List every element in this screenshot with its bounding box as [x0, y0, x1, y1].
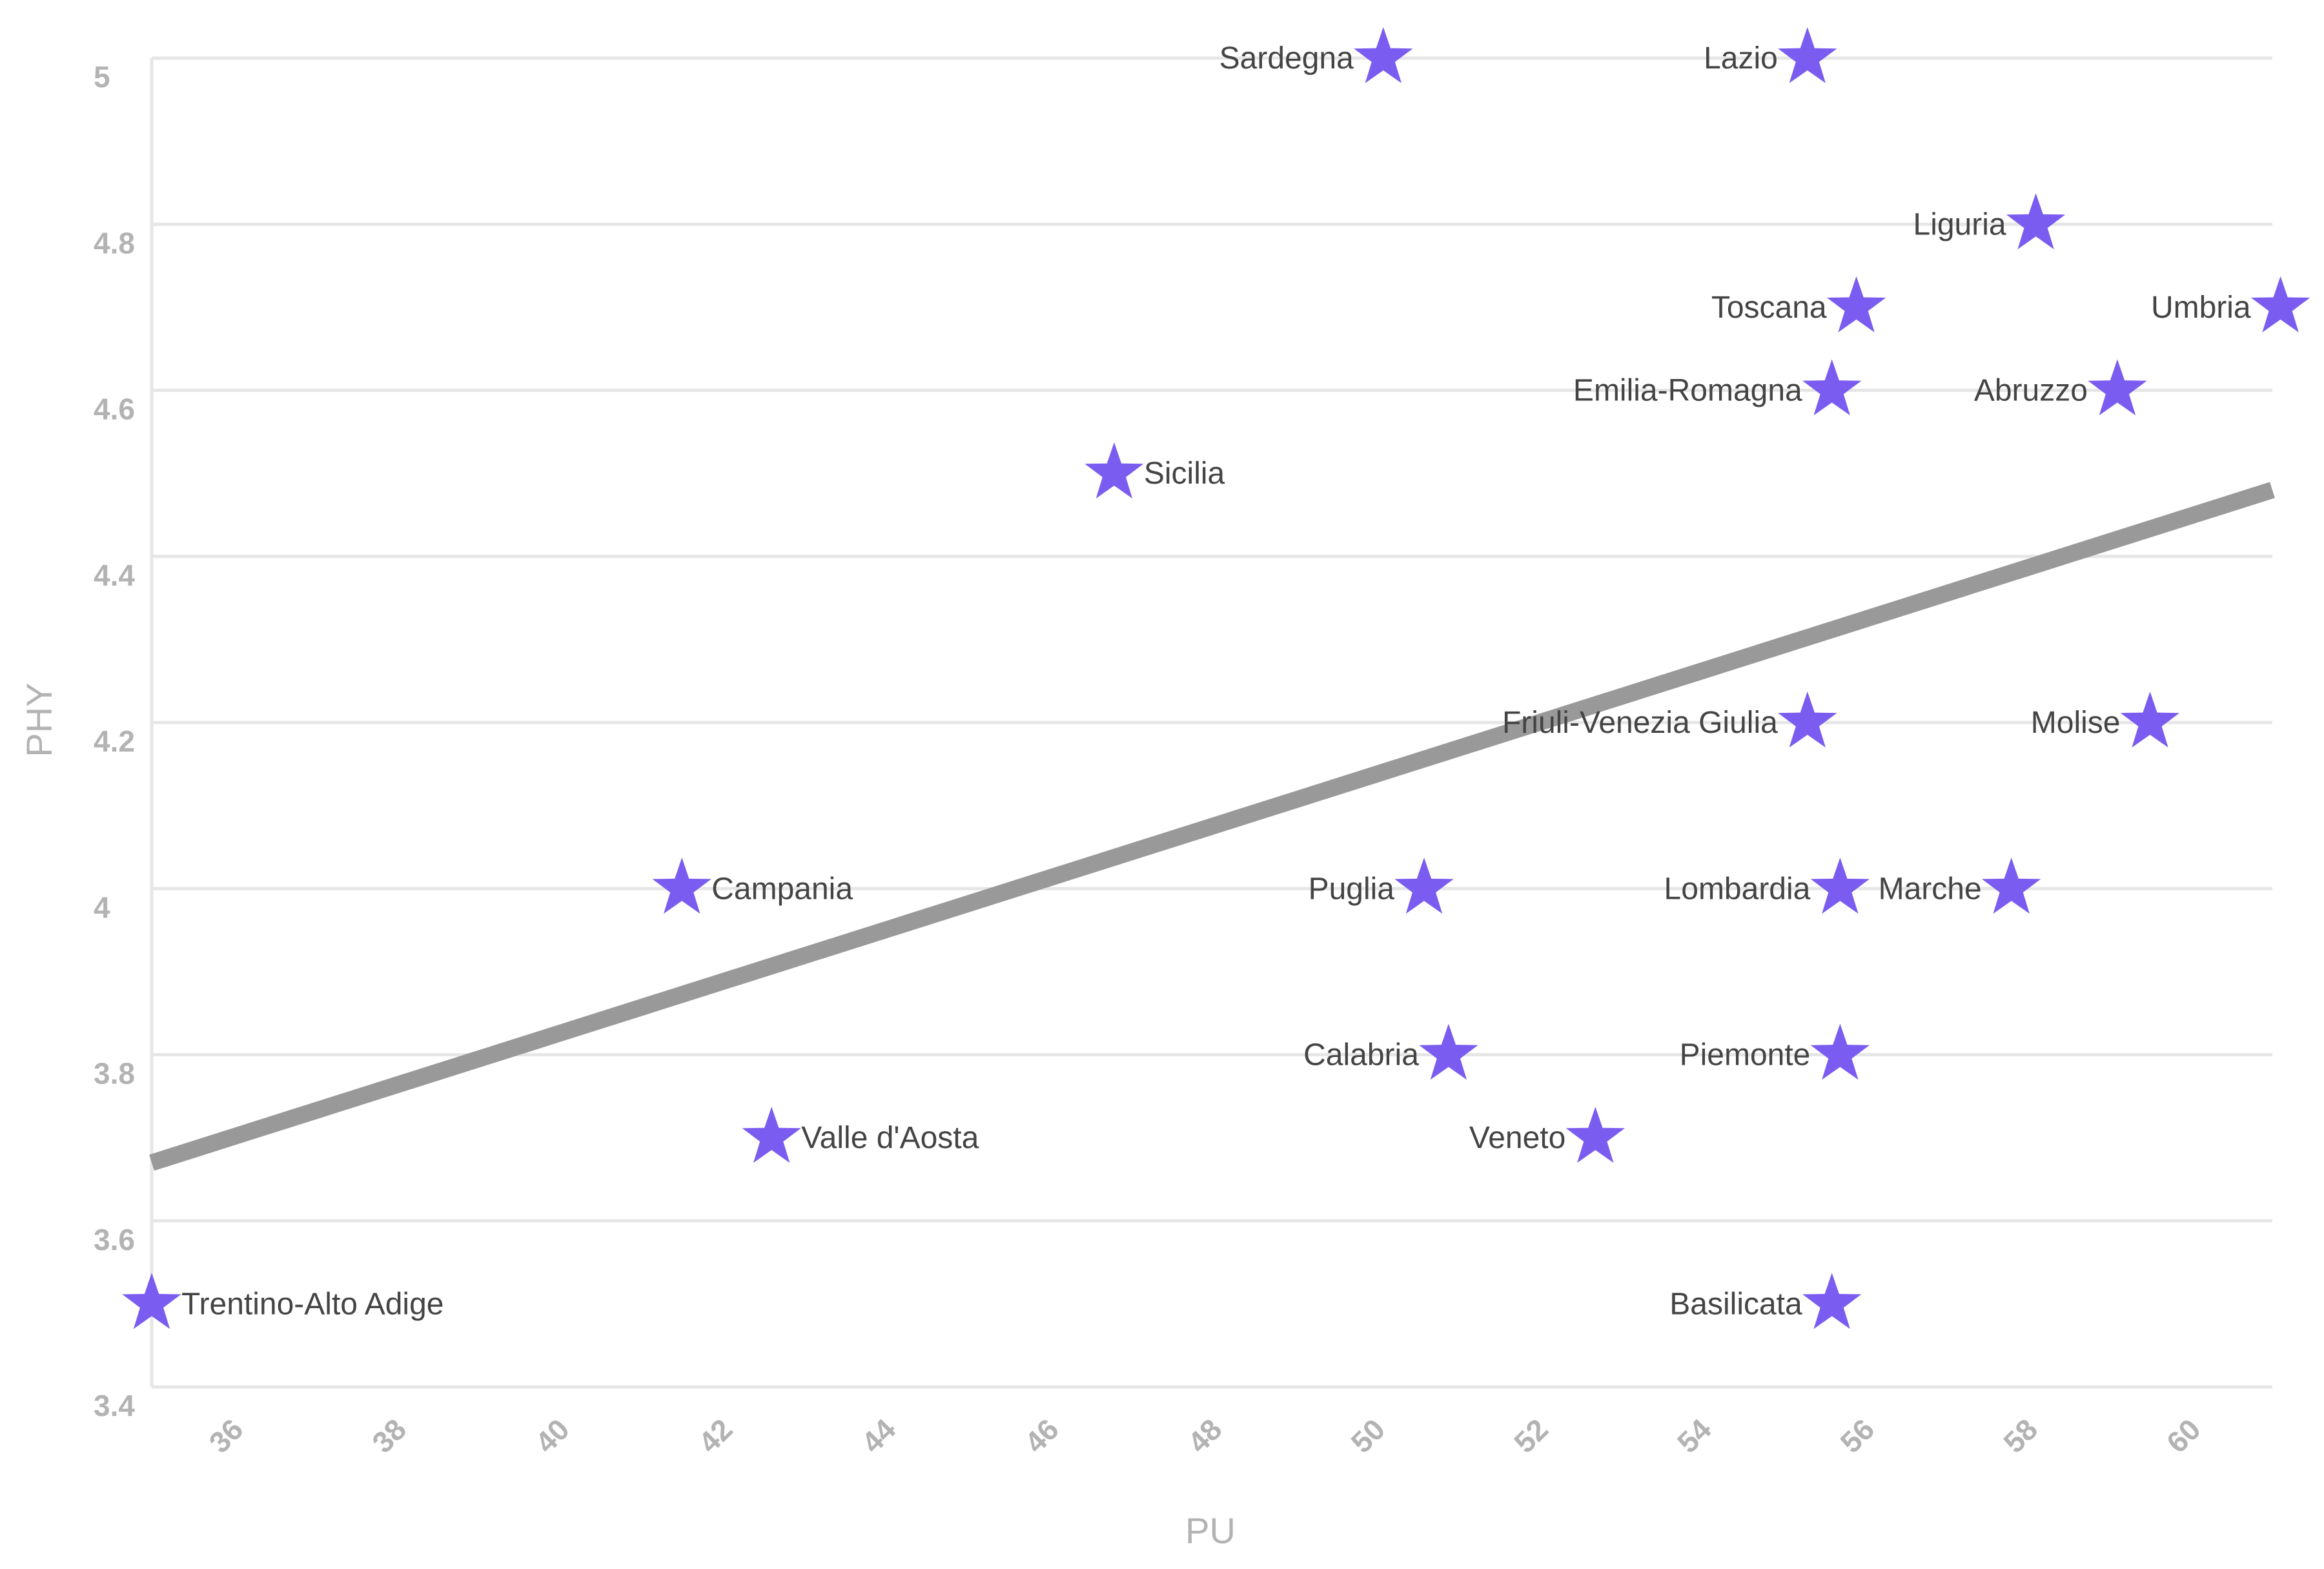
x-tick-label: 36 [203, 1412, 250, 1459]
star-icon [652, 857, 711, 914]
data-point: Toscana [1711, 276, 1886, 333]
trend-line [149, 482, 2275, 1171]
star-icon [1810, 1023, 1870, 1080]
data-point: Liguria [1913, 193, 2066, 250]
point-label: Lazio [1704, 41, 1778, 76]
x-tick-label: 40 [529, 1412, 576, 1459]
data-point: Piemonte [1680, 1023, 1870, 1080]
y-tick-label: 3.4 [94, 1389, 135, 1422]
axes: 3.4 3.6 3.8 4 4.2 4.4 4.6 4.8 5 36 38 40 42 44 46 48 50 5… [94, 58, 2207, 1459]
point-label: Veneto [1469, 1121, 1565, 1155]
data-point: Trentino-Alto Adige [122, 1273, 443, 1329]
point-label: Umbria [2151, 291, 2251, 325]
data-point: Sardegna [1219, 27, 1413, 83]
point-label: Emilia-Romagna [1573, 374, 1802, 408]
data-point: Emilia-Romagna [1573, 359, 1862, 416]
point-label: Puglia [1309, 872, 1395, 906]
star-icon [2006, 193, 2066, 250]
point-label: Valle d'Aosta [801, 1121, 979, 1155]
x-tick-label: 46 [1018, 1412, 1065, 1459]
y-tick-label: 5 [94, 60, 110, 94]
x-tick-label: 56 [1833, 1412, 1881, 1459]
point-label: Toscana [1711, 291, 1827, 325]
y-tick-label: 4.4 [94, 559, 135, 592]
star-icon [2251, 276, 2310, 333]
data-point: Abruzzo [1974, 359, 2147, 416]
star-icon [1802, 1273, 1862, 1329]
data-point: Basilicata [1669, 1273, 1862, 1329]
y-tick-label: 3.8 [94, 1057, 135, 1091]
star-icon [2120, 692, 2180, 748]
x-tick-label: 52 [1507, 1412, 1554, 1459]
data-point: Puglia [1309, 857, 1454, 914]
data-point: Marche [1879, 857, 2041, 914]
y-tick-label: 4.2 [94, 724, 135, 758]
star-icon [742, 1107, 801, 1163]
data-point: Friuli-Venezia Giulia [1502, 692, 1837, 748]
data-point: Lazio [1704, 27, 1837, 83]
y-tick-label: 3.6 [94, 1223, 135, 1256]
star-icon [122, 1273, 181, 1329]
point-label: Calabria [1303, 1038, 1419, 1072]
x-axis-title: PU [1185, 1510, 1236, 1551]
star-icon [1778, 27, 1837, 83]
x-tick-label: 58 [1997, 1412, 2044, 1459]
star-icon [1085, 442, 1144, 498]
star-icon [1802, 359, 1862, 416]
y-tick-label: 4 [94, 890, 110, 924]
star-icon [2088, 359, 2147, 416]
point-label: Abruzzo [1974, 374, 2088, 408]
point-label: Sicilia [1144, 456, 1225, 491]
star-icon [1565, 1107, 1625, 1163]
x-tick-label: 50 [1344, 1412, 1391, 1459]
data-point: Lombardia [1664, 857, 1870, 914]
star-icon [1810, 857, 1870, 914]
star-icon [1419, 1023, 1478, 1080]
trend [149, 482, 2275, 1171]
x-tick-label: 60 [2160, 1412, 2207, 1459]
point-label: Lombardia [1664, 872, 1811, 906]
x-tick-label: 48 [1181, 1412, 1228, 1459]
data-points: Sardegna Lazio Liguria Toscana Umbria Emilia-… [122, 27, 2310, 1329]
point-label: Sardegna [1219, 41, 1354, 76]
data-point: Campania [652, 857, 853, 914]
star-icon [1982, 857, 2041, 914]
point-label: Basilicata [1669, 1287, 1802, 1321]
data-point: Umbria [2151, 276, 2310, 333]
point-label: Trentino-Alto Adige [181, 1287, 443, 1321]
y-tick-label: 4.6 [94, 393, 135, 426]
x-tick-label: 38 [365, 1412, 413, 1459]
data-point: Veneto [1469, 1107, 1625, 1163]
point-label: Campania [711, 872, 853, 906]
x-tick-label: 44 [855, 1412, 902, 1459]
x-tick-label: 54 [1671, 1412, 1718, 1459]
point-label: Molise [2031, 706, 2121, 740]
y-tick-label: 4.8 [94, 226, 135, 260]
y-axis-title: PHY [19, 682, 59, 757]
point-label: Liguria [1913, 207, 2006, 241]
data-point: Calabria [1303, 1023, 1478, 1080]
x-tick-label: 42 [692, 1412, 739, 1459]
data-point: Molise [2031, 692, 2180, 748]
grid [152, 56, 2272, 1389]
point-label: Marche [1879, 872, 1982, 906]
star-icon [1354, 27, 1413, 83]
data-point: Valle d'Aosta [742, 1107, 979, 1163]
data-point: Sicilia [1085, 442, 1225, 498]
point-label: Friuli-Venezia Giulia [1502, 706, 1778, 740]
point-label: Piemonte [1680, 1038, 1811, 1072]
star-icon [1778, 692, 1837, 748]
star-icon [1394, 857, 1454, 914]
star-icon [1827, 276, 1886, 333]
